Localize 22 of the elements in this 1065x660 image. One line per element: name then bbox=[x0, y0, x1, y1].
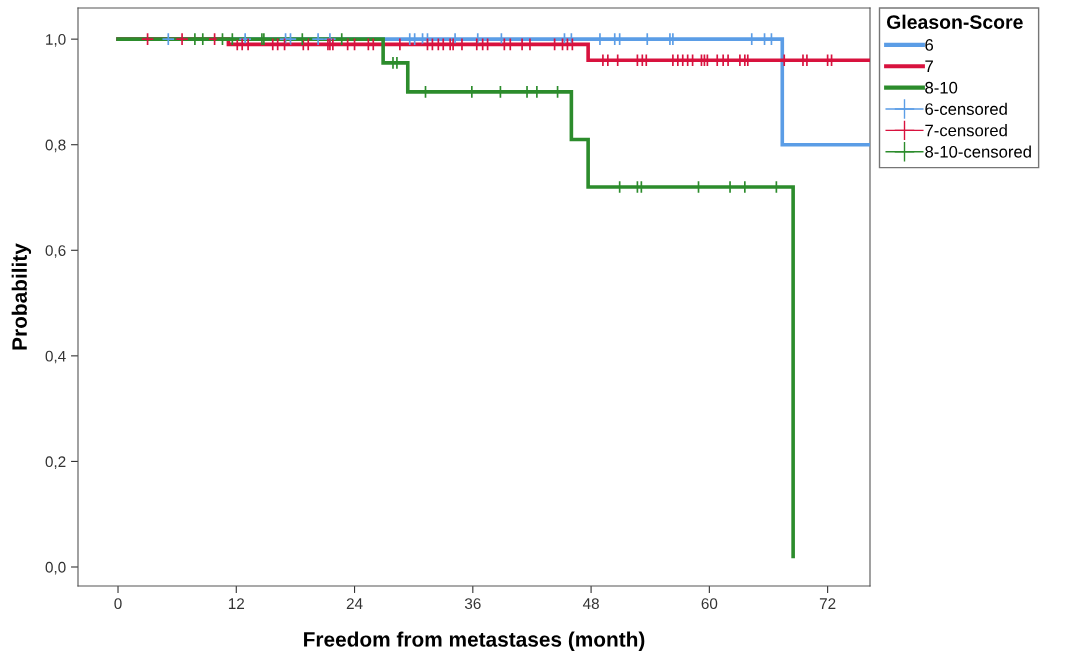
legend-label: 8-10-censored bbox=[925, 145, 1031, 158]
y-tick-label: 0,0 bbox=[45, 561, 66, 575]
x-tick-label: 24 bbox=[346, 598, 363, 609]
x-tick-label: 12 bbox=[228, 598, 245, 609]
x-tick-label: 48 bbox=[582, 598, 599, 610]
y-tick-label: 0,2 bbox=[45, 456, 66, 469]
legend-label: 6 bbox=[925, 39, 934, 51]
legend-label: 7-censored bbox=[925, 124, 1007, 137]
x-tick-label: 72 bbox=[819, 598, 836, 609]
x-tick-label: 36 bbox=[464, 598, 481, 610]
y-tick-label: 1,0 bbox=[46, 34, 66, 47]
y-tick-label: 0,8 bbox=[45, 139, 66, 153]
legend-label: 8-10 bbox=[925, 81, 958, 94]
x-tick-label: 60 bbox=[701, 598, 718, 610]
y-axis-title: Probability bbox=[11, 243, 32, 350]
y-tick-label: 0,4 bbox=[45, 350, 66, 364]
legend-label: 7 bbox=[925, 60, 933, 73]
x-tick-label: 0 bbox=[114, 598, 122, 610]
x-axis-title: Freedom from metastases (month) bbox=[304, 631, 645, 651]
legend-label: 6-censored bbox=[925, 102, 1007, 115]
legend-title: Gleason-Score bbox=[886, 14, 1023, 29]
y-tick-label: 0,6 bbox=[45, 245, 66, 258]
